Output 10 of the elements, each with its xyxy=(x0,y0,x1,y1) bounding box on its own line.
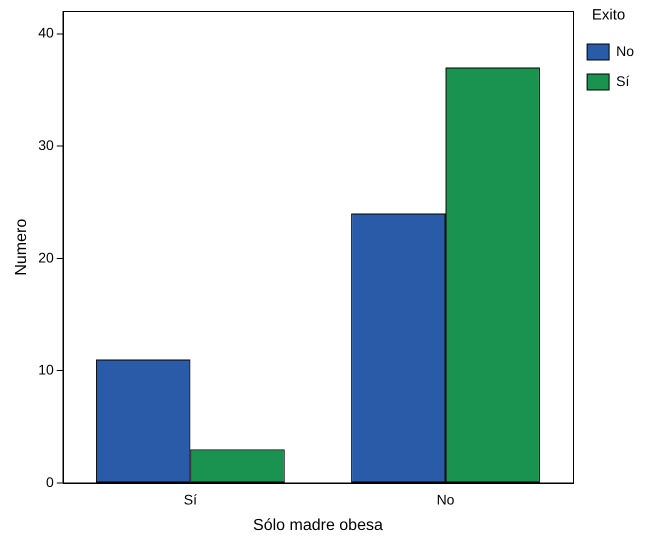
legend-label: Sí xyxy=(616,72,630,89)
x-axis-title: Sólo madre obesa xyxy=(253,516,383,534)
legend-title: Exito xyxy=(592,6,626,24)
y-tick-label: 40 xyxy=(38,24,54,41)
legend-label: No xyxy=(616,42,634,59)
y-tick-label: 10 xyxy=(38,362,54,378)
y-axis-title: Numero xyxy=(13,218,30,276)
y-tick-label: 20 xyxy=(38,249,54,266)
y-tick-label: 0 xyxy=(46,474,54,490)
y-tick-label: 30 xyxy=(38,137,54,153)
